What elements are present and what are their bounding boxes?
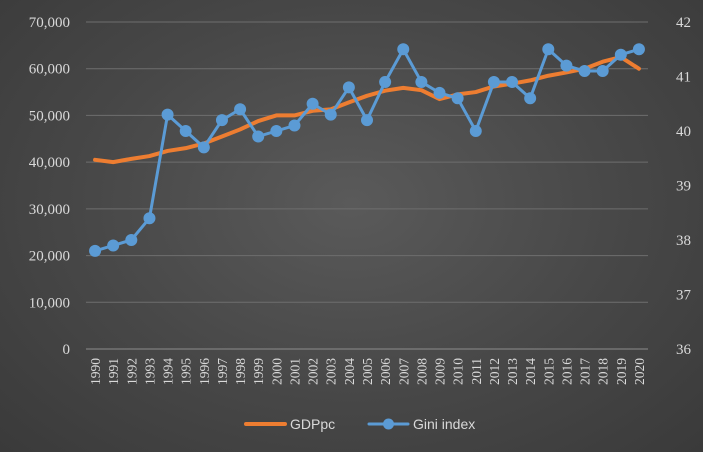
y-right-tick-label: 37 xyxy=(676,288,692,304)
y-right-tick-label: 40 xyxy=(676,124,691,140)
data-point xyxy=(524,92,537,105)
y-left-tick-label: 70,000 xyxy=(29,15,70,31)
x-tick-label: 2000 xyxy=(269,358,284,385)
data-point xyxy=(107,239,120,252)
x-tick-label: 2002 xyxy=(306,358,321,385)
x-tick-label: 2012 xyxy=(487,358,502,385)
data-point xyxy=(197,141,210,154)
x-tick-label: 1993 xyxy=(142,358,157,385)
data-point xyxy=(614,48,627,61)
data-point xyxy=(542,43,555,56)
x-tick-label: 2011 xyxy=(469,358,484,385)
x-tick-label: 1991 xyxy=(106,358,121,385)
legend-label: GDPpc xyxy=(290,416,335,432)
data-point xyxy=(288,119,301,132)
x-tick-label: 2014 xyxy=(523,358,538,385)
y-left-tick-label: 40,000 xyxy=(29,155,70,171)
data-point xyxy=(451,92,464,105)
x-tick-label: 2018 xyxy=(596,358,611,385)
x-tick-label: 1994 xyxy=(161,358,176,385)
series-layer xyxy=(89,43,645,257)
data-point xyxy=(506,75,519,88)
x-tick-label: 2010 xyxy=(451,358,466,385)
data-point xyxy=(361,114,373,127)
x-tick-label: 2006 xyxy=(378,358,393,385)
y-right-tick-label: 36 xyxy=(676,342,692,358)
data-point xyxy=(143,212,156,225)
x-tick-label: 1999 xyxy=(251,358,266,385)
y-right-tick-label: 42 xyxy=(676,15,691,31)
x-tick-label: 2004 xyxy=(342,358,357,385)
legend-marker xyxy=(383,418,394,430)
data-point xyxy=(179,125,192,137)
x-tick-label: 2020 xyxy=(632,358,647,385)
data-point xyxy=(125,234,138,246)
x-tick-label: 1997 xyxy=(215,358,230,385)
data-point xyxy=(379,75,392,88)
y-left-tick-label: 50,000 xyxy=(29,108,70,124)
y-right-tick-label: 38 xyxy=(676,233,691,249)
data-point xyxy=(415,75,428,88)
data-point xyxy=(632,43,645,56)
x-tick-label: 2015 xyxy=(541,358,556,385)
x-tick-label: 1995 xyxy=(179,358,194,385)
data-point xyxy=(324,108,337,121)
y-right-tick-label: 39 xyxy=(676,179,691,195)
left-axis: 0 10,000 20,000 30,000 40,000 50,000 60,000 70,… xyxy=(29,15,70,358)
data-point xyxy=(89,244,102,257)
data-point xyxy=(469,125,482,137)
data-point xyxy=(433,86,446,99)
legend-label: Gini index xyxy=(413,416,475,432)
series-line-1 xyxy=(93,55,641,165)
data-point xyxy=(596,65,609,78)
legend: GDPpc Gini index xyxy=(244,416,475,432)
y-left-tick-label: 0 xyxy=(63,342,71,358)
data-point xyxy=(487,75,500,88)
x-tick-label: 2008 xyxy=(414,358,429,385)
x-tick-label: 2009 xyxy=(433,358,448,385)
x-tick-label: 1996 xyxy=(197,358,212,385)
right-axis: 36 37 38 39 40 41 42 xyxy=(676,15,692,358)
data-point xyxy=(306,97,319,110)
x-axis: 1990 1991 1992 1993 1994 1995 1996 1997 1998 1999… xyxy=(86,348,648,385)
x-tick-label: 1992 xyxy=(124,358,139,385)
x-tick-label: 2007 xyxy=(396,358,411,385)
x-tick-label: 2001 xyxy=(287,358,302,385)
y-right-tick-label: 41 xyxy=(676,70,691,86)
data-point xyxy=(215,114,228,127)
data-point xyxy=(252,130,265,143)
x-tick-label: 1990 xyxy=(88,358,103,385)
x-tick-label: 2019 xyxy=(614,358,629,385)
x-tick-label: 2005 xyxy=(360,358,375,385)
data-point xyxy=(397,43,410,56)
data-point xyxy=(342,81,355,94)
x-tick-label: 2016 xyxy=(559,358,574,385)
y-left-tick-label: 10,000 xyxy=(29,295,70,311)
data-point xyxy=(234,103,247,116)
data-point xyxy=(270,125,283,137)
x-tick-label: 1998 xyxy=(233,358,248,385)
y-left-tick-label: 60,000 xyxy=(29,62,70,78)
data-point xyxy=(560,59,573,72)
x-tick-label: 2017 xyxy=(578,358,593,385)
x-tick-label: 2003 xyxy=(324,358,339,385)
data-point xyxy=(161,108,174,121)
data-point xyxy=(578,65,591,78)
y-left-tick-label: 20,000 xyxy=(29,249,70,265)
x-tick-label: 2013 xyxy=(505,358,520,385)
y-left-tick-label: 30,000 xyxy=(29,202,70,218)
